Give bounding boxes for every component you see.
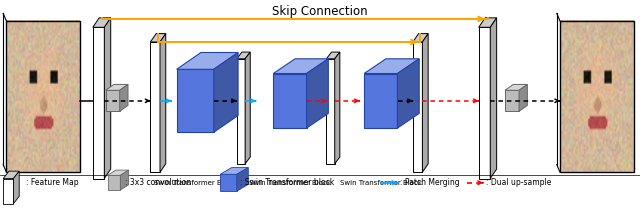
Polygon shape xyxy=(364,59,419,74)
Polygon shape xyxy=(104,18,111,178)
Polygon shape xyxy=(490,18,497,178)
Text: Swin Transformer Block: Swin Transformer Block xyxy=(154,180,236,186)
Polygon shape xyxy=(220,168,248,174)
Bar xyxy=(560,21,634,172)
Polygon shape xyxy=(273,74,307,128)
Polygon shape xyxy=(108,175,120,190)
Polygon shape xyxy=(150,34,166,42)
Polygon shape xyxy=(3,178,13,204)
Polygon shape xyxy=(519,84,527,111)
Polygon shape xyxy=(177,69,214,132)
Polygon shape xyxy=(220,174,237,191)
Text: Swin Transformer Block: Swin Transformer Block xyxy=(340,180,422,186)
Polygon shape xyxy=(237,168,248,191)
Text: : Swin Transformer block: : Swin Transformer block xyxy=(240,178,334,187)
Polygon shape xyxy=(413,42,422,172)
Polygon shape xyxy=(237,59,245,164)
Polygon shape xyxy=(245,52,250,164)
Polygon shape xyxy=(106,90,120,111)
Polygon shape xyxy=(214,52,238,132)
Polygon shape xyxy=(335,52,340,164)
Polygon shape xyxy=(397,59,419,128)
Polygon shape xyxy=(120,84,128,111)
Polygon shape xyxy=(93,18,111,27)
Text: : Patch Merging: : Patch Merging xyxy=(400,178,460,187)
Polygon shape xyxy=(505,84,527,90)
Polygon shape xyxy=(364,74,397,128)
Polygon shape xyxy=(120,170,129,190)
Polygon shape xyxy=(505,90,519,111)
Polygon shape xyxy=(479,27,490,178)
Polygon shape xyxy=(237,52,250,59)
Polygon shape xyxy=(326,52,340,59)
Polygon shape xyxy=(108,170,129,175)
Polygon shape xyxy=(326,59,335,164)
Text: Skip Connection: Skip Connection xyxy=(272,5,368,18)
Polygon shape xyxy=(479,18,497,27)
Bar xyxy=(6,21,80,172)
Text: : Dual up-sample: : Dual up-sample xyxy=(486,178,551,187)
Polygon shape xyxy=(273,59,328,74)
Polygon shape xyxy=(93,27,104,178)
Polygon shape xyxy=(422,34,428,172)
Text: : Feature Map: : Feature Map xyxy=(26,178,78,187)
Polygon shape xyxy=(307,59,328,128)
Polygon shape xyxy=(150,42,160,172)
Polygon shape xyxy=(413,34,428,42)
Polygon shape xyxy=(160,34,166,172)
Polygon shape xyxy=(106,84,128,90)
Polygon shape xyxy=(13,171,19,204)
Polygon shape xyxy=(177,52,238,69)
Text: Swin Transformer Block: Swin Transformer Block xyxy=(249,180,331,186)
Polygon shape xyxy=(3,171,19,178)
Text: : 3x3 convolution: : 3x3 convolution xyxy=(125,178,192,187)
